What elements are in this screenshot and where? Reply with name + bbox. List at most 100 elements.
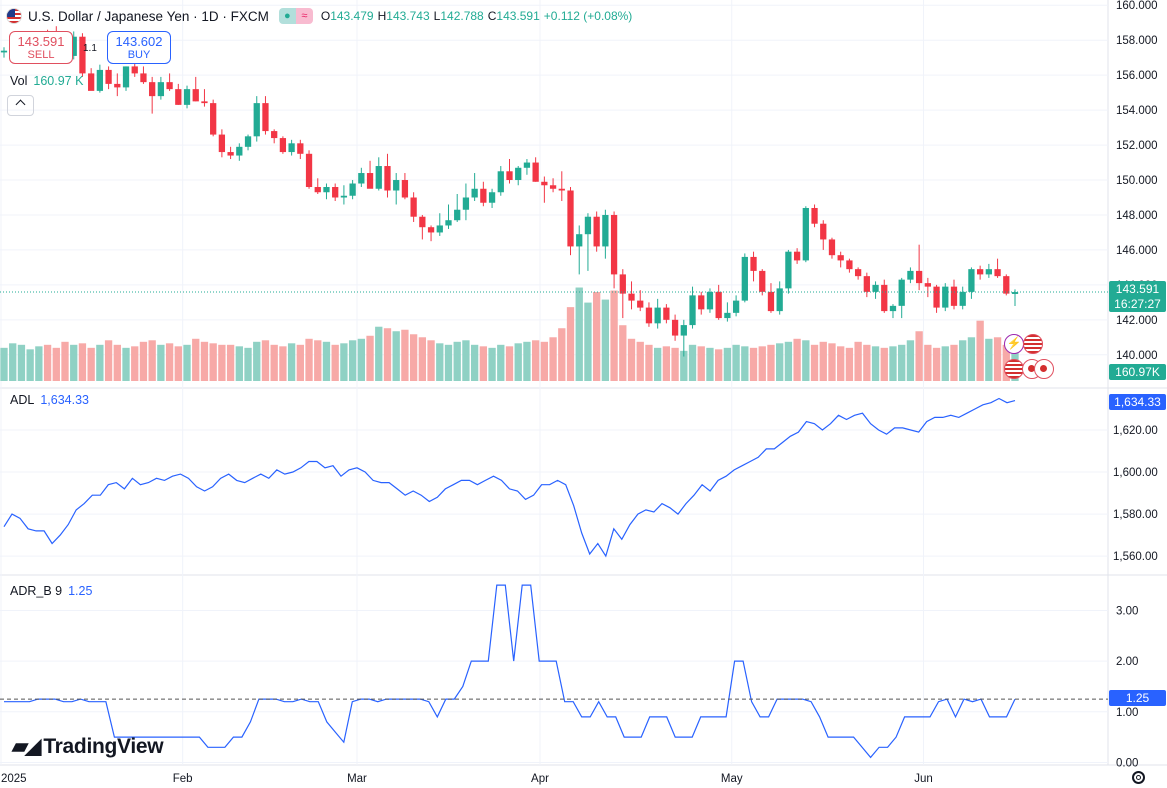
- volume-bar: [139, 341, 148, 381]
- volume-bar: [375, 326, 383, 381]
- volume-bar: [706, 347, 714, 381]
- candle: [593, 211, 600, 252]
- candle: [924, 277, 931, 298]
- symbol-title[interactable]: U.S. Dollar / Japanese Yen · 1D · FXCM: [28, 8, 269, 24]
- y-tick-label: 154.000: [1116, 105, 1158, 117]
- candle: [915, 244, 923, 291]
- us-event-icon[interactable]: [1023, 334, 1043, 354]
- candle: [793, 248, 801, 264]
- jp-event-icon-2[interactable]: [1034, 359, 1054, 379]
- adl-label: ADL: [10, 393, 35, 407]
- volume-bar: [418, 337, 427, 381]
- volume-bar: [165, 343, 174, 381]
- volume-bar: [941, 346, 949, 381]
- buy-button[interactable]: 143.602 BUY: [107, 31, 171, 64]
- market-status-pill[interactable]: ● ≈: [278, 8, 313, 24]
- volume-bar: [70, 344, 78, 381]
- volume-bar: [497, 344, 505, 381]
- bar-countdown: 16:27:27: [1114, 297, 1161, 311]
- volume-bar: [898, 344, 906, 381]
- candle: [340, 185, 348, 205]
- candle: [715, 284, 722, 320]
- volume-bar: [558, 328, 566, 381]
- candle: [689, 286, 696, 329]
- candle: [959, 286, 966, 310]
- us-event-icon-2[interactable]: [1004, 359, 1024, 379]
- volume-bar: [244, 347, 252, 381]
- candle: [114, 73, 121, 97]
- y-tick-label: 1,560.00: [1113, 551, 1158, 563]
- candle: [140, 66, 147, 84]
- candle: [149, 76, 156, 114]
- candle: [994, 258, 1001, 278]
- candle: [750, 251, 757, 282]
- candle: [576, 225, 583, 275]
- grid-lines: [0, 0, 1167, 766]
- volume-bar: [680, 350, 688, 381]
- volume-bar: [322, 341, 331, 381]
- close-value: 143.591: [496, 9, 540, 23]
- volume-bar: [601, 299, 610, 381]
- gear-icon[interactable]: [1132, 771, 1145, 784]
- volume-bar: [715, 349, 723, 381]
- candle: [488, 188, 496, 208]
- adl-legend-value: 1,634.33: [40, 393, 89, 407]
- sell-button[interactable]: 143.591 SELL: [9, 31, 73, 64]
- volume-bar: [828, 343, 836, 381]
- candle: [332, 183, 339, 201]
- candle: [933, 284, 940, 313]
- volume-bar: [348, 340, 357, 381]
- candle: [802, 206, 809, 263]
- candle: [724, 302, 731, 322]
- volume-bar: [261, 340, 270, 381]
- adl-tag: 1,634.33: [1109, 394, 1166, 410]
- candle: [820, 220, 827, 250]
- volume-bar: [671, 347, 679, 381]
- volume-bar: [959, 340, 967, 381]
- volume-bar: [723, 347, 732, 381]
- volume-bar: [924, 344, 932, 381]
- volume-bar: [810, 344, 819, 381]
- volume-bar: [845, 347, 854, 381]
- candle: [262, 96, 269, 135]
- y-tick-label: 0.00: [1116, 757, 1138, 769]
- candle: [898, 277, 905, 319]
- tv-logo-icon: ▰◢: [12, 735, 41, 758]
- volume-bar: [749, 347, 758, 381]
- volume-bar: [662, 346, 671, 381]
- lightning-event-icon[interactable]: ⚡: [1004, 334, 1024, 354]
- price-axis[interactable]: 140.000142.000144.000146.000148.000150.0…: [1113, 0, 1158, 769]
- volume-bar: [627, 338, 636, 381]
- volume-bar: [819, 341, 827, 381]
- candle: [776, 281, 783, 315]
- volume-bar: [549, 337, 557, 381]
- volume-bar: [78, 343, 87, 381]
- volume-bar: [0, 347, 8, 381]
- candle: [358, 167, 365, 188]
- candle: [811, 204, 818, 228]
- candle: [480, 181, 487, 207]
- candle: [881, 279, 888, 313]
- candle: [323, 183, 330, 200]
- candle: [410, 192, 417, 222]
- volume-bar: [183, 344, 191, 381]
- y-tick-label: 146.000: [1116, 245, 1158, 257]
- change-value: +0.112 (+0.08%): [543, 9, 633, 23]
- volume-bar: [357, 338, 365, 381]
- collapse-legend-button[interactable]: [7, 95, 34, 116]
- tradingview-logo[interactable]: ▰◢ TradingView: [12, 734, 164, 759]
- candle: [445, 204, 452, 229]
- candle: [654, 298, 661, 329]
- candle: [767, 283, 775, 313]
- time-axis[interactable]: 2025 Feb Mar Apr May Jun: [1, 773, 933, 785]
- volume-bar: [366, 335, 374, 381]
- volume-bar: [52, 347, 60, 381]
- y-tick-label: 1,600.00: [1113, 467, 1158, 479]
- volume-bar: [906, 340, 915, 381]
- volume-bar: [584, 302, 592, 381]
- candle: [950, 279, 958, 310]
- x-tick-label: May: [721, 773, 743, 785]
- volume-bar: [226, 344, 235, 381]
- volume-bar: [9, 343, 17, 381]
